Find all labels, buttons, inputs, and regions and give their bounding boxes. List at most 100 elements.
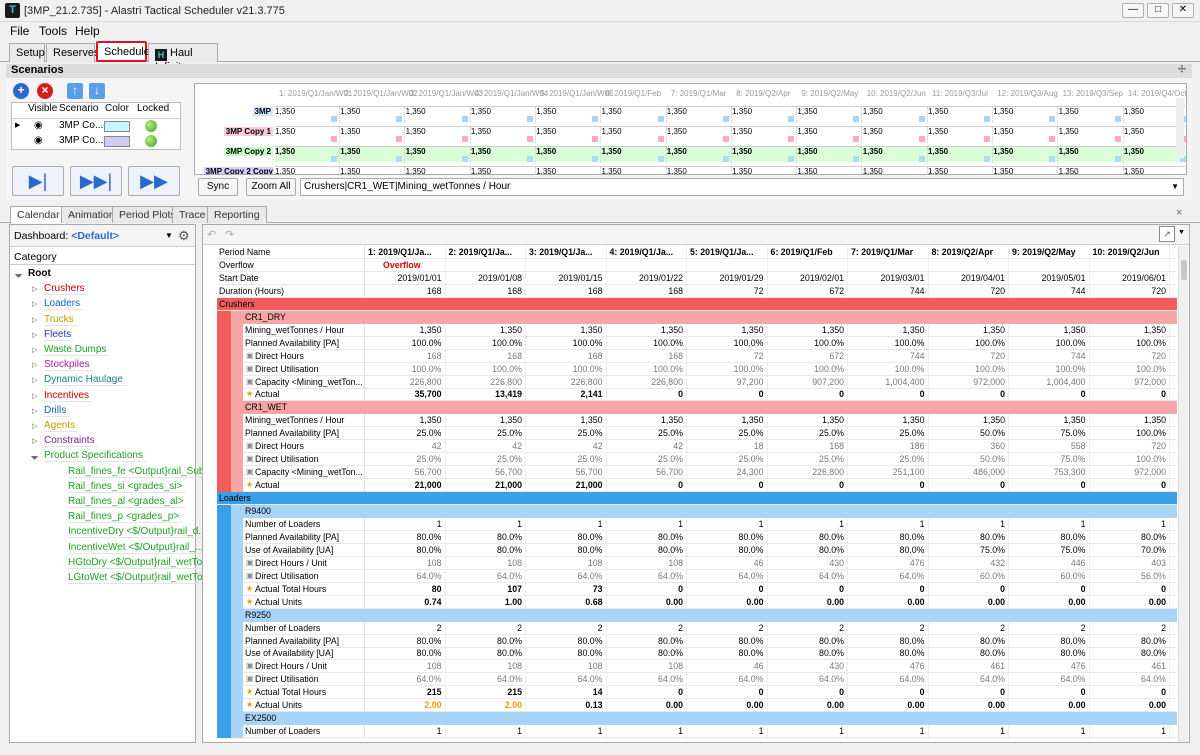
grid-cell[interactable]: 0	[929, 582, 1009, 595]
column-header[interactable]: 4: 2019/Q1/Ja...	[607, 246, 687, 258]
grid-cell[interactable]: 1,350	[446, 323, 526, 336]
grid-cell[interactable]: 56,700	[365, 466, 446, 479]
data-row[interactable]: Mining_wetTonnes / Hour 1,350 1,350 1,350 1,…	[217, 323, 1177, 337]
expand-arrow-icon[interactable]: ▷	[32, 316, 38, 324]
zoom-all-button[interactable]: Zoom All	[246, 178, 296, 196]
grid-cell[interactable]: 0.00	[848, 699, 929, 712]
grid-cell[interactable]: 108	[446, 660, 526, 673]
data-row[interactable]: ▣ Direct Hours 42 42 42 42 18 168 186 360 558 720	[217, 440, 1177, 454]
grid-cell[interactable]: 476	[848, 556, 929, 569]
grid-cell[interactable]: 461	[1090, 660, 1170, 673]
undo-icon[interactable]: ↶	[207, 229, 217, 241]
grid-cell[interactable]: 80	[365, 582, 446, 595]
grid-cell[interactable]: 1,350	[446, 414, 526, 427]
data-row[interactable]: ★ Actual Units 0.74 1.00 0.68 0.00 0.00 0.00 0.0…	[217, 595, 1177, 609]
grid-cell[interactable]: 80.0%	[929, 647, 1009, 660]
grid-cell[interactable]: 720	[929, 349, 1009, 362]
grid-cell[interactable]: 75.0%	[1009, 543, 1090, 556]
grid-cell[interactable]: 2	[768, 621, 848, 634]
grid-cell[interactable]: 0.00	[687, 699, 768, 712]
scrollbar-thumb[interactable]	[1181, 260, 1187, 280]
grid-cell[interactable]: 21,000	[526, 479, 607, 492]
grid-cell[interactable]: 168	[768, 440, 848, 453]
menu-tools[interactable]: Tools	[39, 24, 68, 38]
timeline-lane[interactable]: 1,350 1,350 1,350 1,350 1,350 1,350 1,350 1,350…	[275, 106, 1186, 123]
grid-cell[interactable]: 2	[687, 621, 768, 634]
column-header[interactable]: 5: 2019/Q1/Ja...	[687, 246, 768, 258]
grid-cell[interactable]: 80.0%	[526, 647, 607, 660]
grid-cell[interactable]: 2	[365, 621, 446, 634]
expand-arrow-icon[interactable]: ▷	[32, 377, 38, 385]
grid-cell[interactable]: 0	[1090, 388, 1170, 401]
grid-cell[interactable]: 80.0%	[1009, 530, 1090, 543]
grid-cell[interactable]: 64.0%	[929, 673, 1009, 686]
add-scenario-icon[interactable]: +	[13, 83, 29, 99]
grid-cell[interactable]: 1	[1090, 725, 1170, 738]
grid-cell[interactable]: 1	[848, 517, 929, 530]
grid-cell[interactable]: 108	[607, 556, 687, 569]
grid-cell[interactable]: 0	[929, 388, 1009, 401]
grid-cell[interactable]: 0.68	[526, 595, 607, 608]
grid-cell[interactable]: 0	[768, 686, 848, 699]
grid-cell[interactable]: 1	[1009, 517, 1090, 530]
grid-cell[interactable]: 80.0%	[929, 530, 1009, 543]
grid-cell[interactable]: 0.00	[607, 595, 687, 608]
grid-cell[interactable]: 42	[526, 440, 607, 453]
grid-cell[interactable]: 168	[526, 349, 607, 362]
redo-icon[interactable]: ↷	[225, 229, 235, 241]
grid-cell[interactable]: 1,350	[1009, 414, 1090, 427]
grid-cell[interactable]: 753,300	[1009, 466, 1090, 479]
grid-cell[interactable]: 0	[1009, 686, 1090, 699]
grid-cell[interactable]: 80.0%	[768, 530, 848, 543]
grid-cell[interactable]: 25.0%	[768, 453, 848, 466]
grid-cell[interactable]: 0	[1090, 686, 1170, 699]
grid-cell[interactable]: 1	[446, 517, 526, 530]
grid-cell[interactable]: 64.0%	[446, 673, 526, 686]
grid-cell[interactable]: 107	[446, 582, 526, 595]
grid-cell[interactable]: 1	[526, 517, 607, 530]
tab-calendar[interactable]: Calendar	[10, 206, 67, 224]
expand-arrow-icon[interactable]: ▷	[32, 286, 38, 294]
grid-cell[interactable]: 14	[526, 686, 607, 699]
grid-cell[interactable]: 100.0%	[446, 336, 526, 349]
grid-cell[interactable]: 21,000	[446, 479, 526, 492]
delete-scenario-icon[interactable]: ×	[37, 83, 53, 99]
data-row[interactable]: ▣ Direct Utilisation 64.0% 64.0% 64.0% 64.0% 6…	[217, 673, 1177, 687]
gear-icon[interactable]: ⚙	[178, 228, 190, 243]
grid-cell[interactable]: 100.0%	[687, 336, 768, 349]
scenario-row[interactable]: ◉ 3MP Co...	[12, 134, 180, 149]
tab-schedule[interactable]: Schedule	[96, 41, 150, 62]
scenario-color-swatch[interactable]	[104, 136, 130, 147]
grid-cell[interactable]: 80.0%	[365, 647, 446, 660]
grid-cell[interactable]: 186	[848, 440, 929, 453]
grid-cell[interactable]: 50.0%	[929, 427, 1009, 440]
data-row[interactable]: ▣ Direct Utilisation 25.0% 25.0% 25.0% 25.0% 2…	[217, 453, 1177, 467]
move-up-icon[interactable]: ↑	[67, 83, 83, 99]
grid-cell[interactable]: 0	[848, 582, 929, 595]
grid-cell[interactable]: 100.0%	[1009, 336, 1090, 349]
column-header[interactable]: 3: 2019/Q1/Ja...	[526, 246, 607, 258]
grid-cell[interactable]: 0.00	[768, 699, 848, 712]
grid-cell[interactable]: 1	[768, 517, 848, 530]
grid-cell[interactable]: 1,350	[365, 414, 446, 427]
grid-cell[interactable]: 0	[607, 388, 687, 401]
grid-cell[interactable]: 0	[848, 686, 929, 699]
grid-cell[interactable]: 1	[607, 725, 687, 738]
grid-cell[interactable]: 0	[607, 582, 687, 595]
sub-group-row[interactable]: R9250	[217, 608, 1177, 622]
grid-cell[interactable]: 100.0%	[687, 362, 768, 375]
data-row[interactable]: Planned Availability [PA] 80.0% 80.0% 80.0%…	[217, 530, 1177, 544]
grid-cell[interactable]: 100.0%	[848, 362, 929, 375]
column-header[interactable]: 1: 2019/Q1/Ja...	[365, 246, 446, 258]
scenario-timeline[interactable]: 1: 2019/Q1/Jan/W01 2: 2019/Q1/Jan/W02 3: 2…	[194, 83, 1187, 175]
grid-cell[interactable]: 0	[1090, 582, 1170, 595]
grid-cell[interactable]: 56.0%	[1090, 569, 1170, 582]
grid-cell[interactable]: 108	[526, 660, 607, 673]
grid-cell[interactable]: 972,000	[929, 375, 1009, 388]
grid-cell[interactable]: 73	[526, 582, 607, 595]
data-row[interactable]: Planned Availability [PA] 100.0% 100.0% 100…	[217, 336, 1177, 350]
grid-cell[interactable]: 558	[1009, 440, 1090, 453]
column-header[interactable]: 10: 2019/Q2/Jun	[1090, 246, 1170, 258]
fast-forward-button[interactable]: ▶▶|	[70, 166, 122, 196]
grid-cell[interactable]: 1	[526, 725, 607, 738]
